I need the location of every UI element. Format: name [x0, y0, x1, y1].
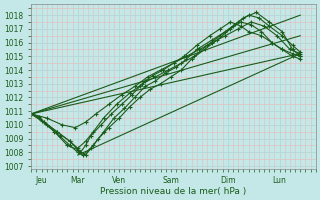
X-axis label: Pression niveau de la mer( hPa ): Pression niveau de la mer( hPa ) — [100, 187, 247, 196]
